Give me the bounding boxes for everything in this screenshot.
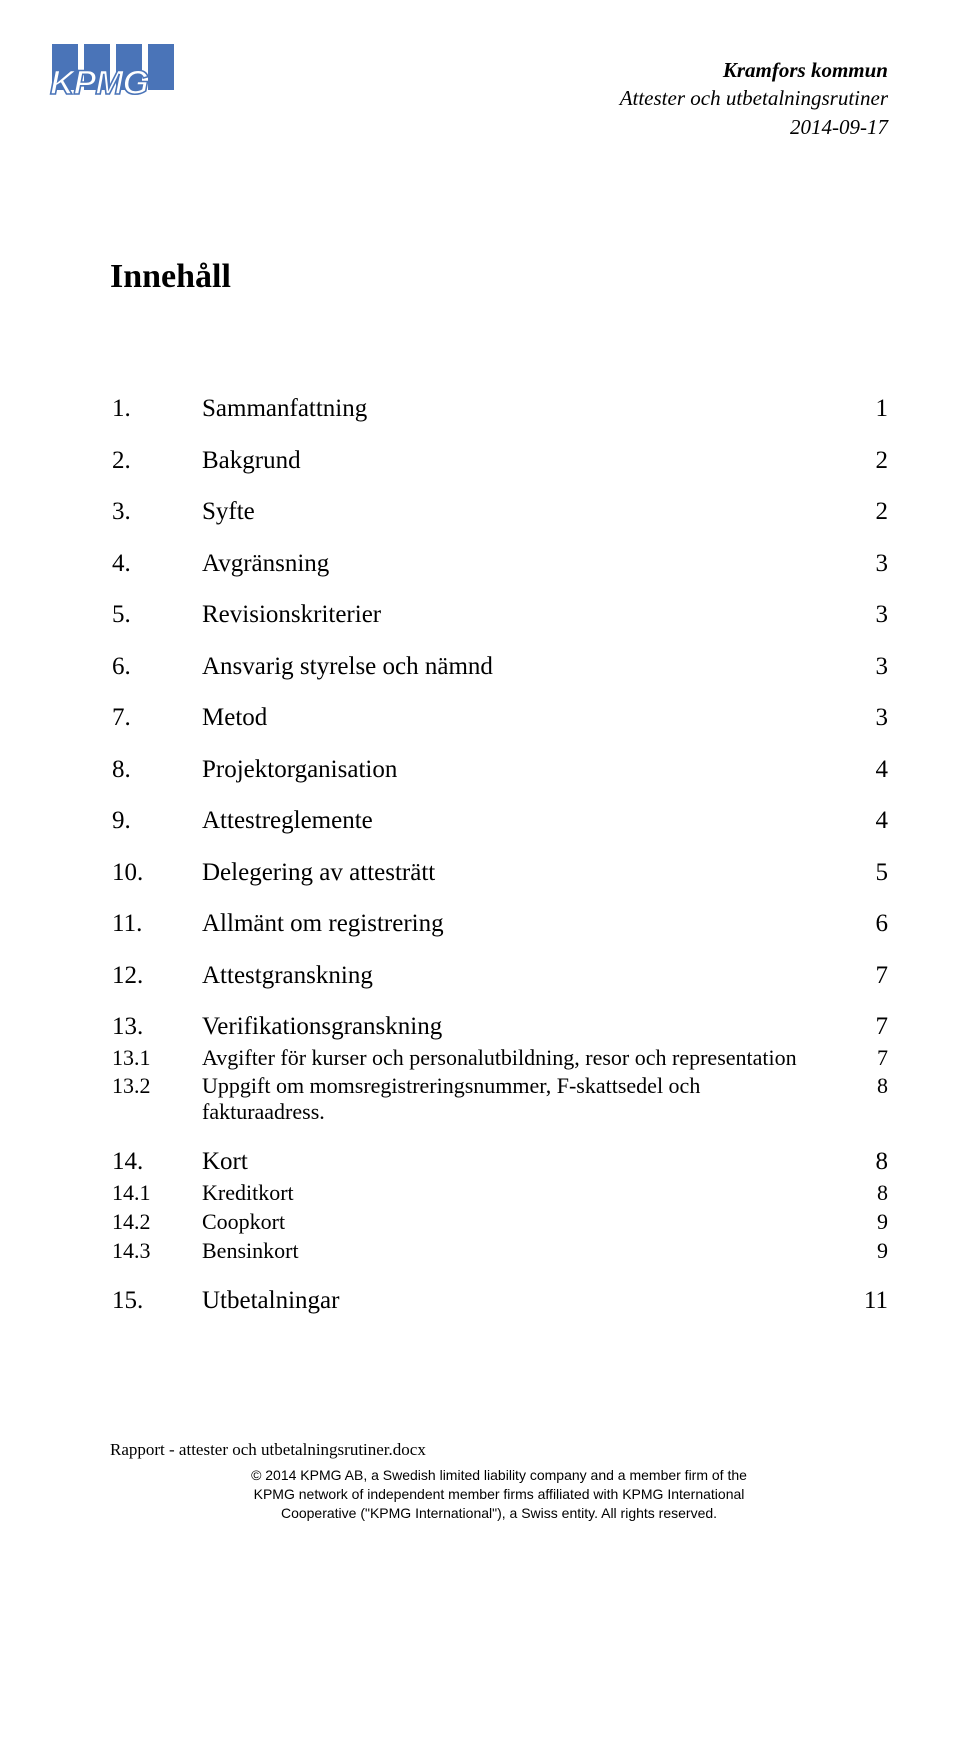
header-org: Kramfors kommun	[620, 56, 888, 84]
toc-number: 11.	[112, 909, 202, 939]
toc-number: 4.	[112, 549, 202, 579]
toc-entry: 11.Allmänt om registrering6	[112, 909, 888, 939]
toc-page: 8	[838, 1180, 888, 1206]
toc-number: 7.	[112, 703, 202, 733]
toc-page: 3	[838, 652, 888, 682]
copyright-line: © 2014 KPMG AB, a Swedish limited liabil…	[110, 1466, 888, 1485]
toc-entry: 13.Verifikationsgranskning7	[112, 1012, 888, 1042]
toc-page: 2	[838, 446, 888, 476]
toc-page: 9	[838, 1209, 888, 1235]
toc-number: 2.	[112, 446, 202, 476]
toc-page: 7	[838, 1045, 888, 1071]
footer-copyright: © 2014 KPMG AB, a Swedish limited liabil…	[110, 1466, 888, 1523]
toc-title: Avgifter för kurser och personalutbildni…	[202, 1045, 838, 1071]
footer: Rapport - attester och utbetalningsrutin…	[110, 1440, 888, 1523]
toc-entry: 4.Avgränsning3	[112, 549, 888, 579]
toc-number: 13.2	[112, 1073, 202, 1099]
toc-page: 4	[838, 806, 888, 836]
toc-number: 8.	[112, 755, 202, 785]
toc-page: 9	[838, 1238, 888, 1264]
footer-filename: Rapport - attester och utbetalningsrutin…	[110, 1440, 888, 1460]
header-subtitle: Attester och utbetalningsrutiner	[620, 84, 888, 112]
toc-entry: 10.Delegering av attesträtt5	[112, 858, 888, 888]
toc-title: Revisionskriterier	[202, 600, 838, 630]
toc-number: 14.2	[112, 1209, 202, 1235]
toc-number: 12.	[112, 961, 202, 991]
toc-title: Verifikationsgranskning	[202, 1012, 838, 1042]
toc-page: 3	[838, 549, 888, 579]
toc-number: 13.	[112, 1012, 202, 1042]
logo-text: KPMG	[50, 66, 180, 100]
toc-subentry: 14.1Kreditkort8	[112, 1180, 888, 1206]
toc-number: 13.1	[112, 1045, 202, 1071]
toc-entry: 14.Kort8	[112, 1147, 888, 1177]
toc-entry: 3.Syfte2	[112, 497, 888, 527]
toc-page: 2	[838, 497, 888, 527]
toc-number: 5.	[112, 600, 202, 630]
toc-page: 8	[838, 1147, 888, 1177]
toc-subentry: 14.2Coopkort9	[112, 1209, 888, 1235]
toc-page: 5	[838, 858, 888, 888]
table-of-contents: 1.Sammanfattning12.Bakgrund23.Syfte24.Av…	[112, 372, 888, 1315]
toc-page: 7	[838, 1012, 888, 1042]
toc-number: 10.	[112, 858, 202, 888]
toc-title: Uppgift om momsregistreringsnummer, F-sk…	[202, 1073, 838, 1125]
toc-number: 6.	[112, 652, 202, 682]
toc-title: Delegering av attesträtt	[202, 858, 838, 888]
toc-page: 1	[838, 394, 888, 424]
toc-page: 6	[838, 909, 888, 939]
toc-title: Metod	[202, 703, 838, 733]
page-heading: Innehåll	[110, 258, 231, 296]
toc-page: 4	[838, 755, 888, 785]
toc-number: 3.	[112, 497, 202, 527]
toc-entry: 15.Utbetalningar11	[112, 1286, 888, 1316]
toc-number: 1.	[112, 394, 202, 424]
toc-subentry: 14.3Bensinkort9	[112, 1238, 888, 1264]
toc-title: Attestgranskning	[202, 961, 838, 991]
page: KPMG Kramfors kommun Attester och utbeta…	[0, 0, 960, 1739]
toc-page: 8	[838, 1073, 888, 1099]
toc-page: 3	[838, 600, 888, 630]
header-right: Kramfors kommun Attester och utbetalning…	[620, 56, 888, 141]
toc-title: Projektorganisation	[202, 755, 838, 785]
toc-title: Bensinkort	[202, 1238, 838, 1264]
kpmg-logo: KPMG	[50, 44, 178, 106]
toc-entry: 7.Metod3	[112, 703, 888, 733]
toc-title: Avgränsning	[202, 549, 838, 579]
toc-title: Bakgrund	[202, 446, 838, 476]
toc-number: 9.	[112, 806, 202, 836]
toc-title: Ansvarig styrelse och nämnd	[202, 652, 838, 682]
copyright-line: Cooperative ("KPMG International"), a Sw…	[110, 1504, 888, 1523]
toc-number: 14.1	[112, 1180, 202, 1206]
toc-title: Kort	[202, 1147, 838, 1177]
toc-number: 14.3	[112, 1238, 202, 1264]
toc-entry: 2.Bakgrund2	[112, 446, 888, 476]
toc-entry: 5.Revisionskriterier3	[112, 600, 888, 630]
toc-entry: 12.Attestgranskning7	[112, 961, 888, 991]
copyright-line: KPMG network of independent member firms…	[110, 1485, 888, 1504]
toc-title: Syfte	[202, 497, 838, 527]
toc-entry: 8.Projektorganisation4	[112, 755, 888, 785]
toc-subentry: 13.1Avgifter för kurser och personalutbi…	[112, 1045, 888, 1071]
toc-title: Sammanfattning	[202, 394, 838, 424]
toc-entry: 1.Sammanfattning1	[112, 394, 888, 424]
toc-number: 15.	[112, 1286, 202, 1316]
toc-number: 14.	[112, 1147, 202, 1177]
toc-title: Allmänt om registrering	[202, 909, 838, 939]
header-date: 2014-09-17	[620, 113, 888, 141]
toc-title: Attestreglemente	[202, 806, 838, 836]
toc-page: 11	[838, 1286, 888, 1316]
toc-entry: 9.Attestreglemente4	[112, 806, 888, 836]
toc-title: Utbetalningar	[202, 1286, 838, 1316]
toc-entry: 6.Ansvarig styrelse och nämnd3	[112, 652, 888, 682]
toc-page: 3	[838, 703, 888, 733]
toc-title: Coopkort	[202, 1209, 838, 1235]
toc-title: Kreditkort	[202, 1180, 838, 1206]
toc-page: 7	[838, 961, 888, 991]
toc-subentry: 13.2Uppgift om momsregistreringsnummer, …	[112, 1073, 888, 1125]
